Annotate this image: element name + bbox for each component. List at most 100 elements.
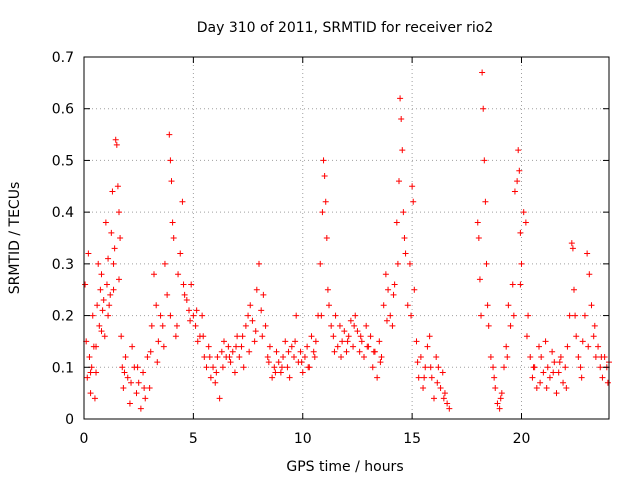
data-point bbox=[177, 250, 184, 257]
data-point bbox=[571, 286, 577, 293]
data-point bbox=[200, 333, 207, 340]
data-point bbox=[516, 167, 523, 174]
y-tick-label: 0.4 bbox=[52, 205, 74, 221]
data-point bbox=[389, 322, 396, 329]
data-point bbox=[396, 178, 402, 185]
data-point bbox=[577, 364, 584, 371]
data-point bbox=[427, 364, 434, 371]
data-point bbox=[323, 235, 330, 241]
data-point bbox=[93, 369, 100, 376]
data-point bbox=[393, 219, 400, 226]
y-tick-label: 0.7 bbox=[52, 50, 74, 66]
data-point bbox=[216, 395, 223, 402]
data-point bbox=[490, 364, 497, 371]
data-point bbox=[343, 348, 350, 355]
data-point bbox=[564, 343, 571, 350]
data-point bbox=[264, 353, 271, 360]
data-point bbox=[187, 317, 194, 324]
data-point bbox=[560, 379, 567, 386]
data-point bbox=[170, 235, 177, 241]
data-point bbox=[221, 338, 227, 345]
data-point bbox=[363, 322, 370, 329]
data-point bbox=[161, 260, 168, 267]
data-point bbox=[557, 353, 564, 360]
data-point bbox=[474, 219, 481, 226]
plot-frame bbox=[83, 56, 610, 420]
data-point bbox=[370, 348, 377, 355]
data-point bbox=[509, 281, 516, 288]
data-point bbox=[572, 312, 579, 319]
data-point bbox=[555, 369, 562, 376]
data-point bbox=[511, 188, 518, 195]
data-point bbox=[140, 369, 147, 376]
data-point bbox=[134, 364, 141, 371]
x-tick-label: 10 bbox=[294, 431, 312, 447]
data-point bbox=[310, 348, 317, 355]
y-tick-label: 0.5 bbox=[52, 153, 74, 169]
y-axis-label: SRMTID / TECUs bbox=[7, 182, 23, 295]
data-point bbox=[240, 364, 247, 371]
x-tick-label: 0 bbox=[80, 431, 89, 447]
data-point bbox=[492, 384, 499, 391]
data-point bbox=[256, 260, 262, 267]
data-point bbox=[106, 302, 113, 309]
data-point bbox=[111, 245, 118, 252]
data-point bbox=[573, 333, 580, 340]
data-point bbox=[479, 69, 486, 76]
data-point bbox=[562, 364, 569, 371]
data-point bbox=[233, 343, 240, 350]
data-point bbox=[409, 183, 416, 190]
data-point bbox=[151, 271, 157, 278]
data-point bbox=[446, 405, 453, 412]
data-point bbox=[344, 338, 351, 345]
data-point bbox=[585, 343, 592, 350]
chart-grid bbox=[84, 57, 609, 419]
data-point bbox=[128, 379, 135, 386]
data-point bbox=[231, 369, 238, 376]
data-point bbox=[207, 374, 214, 381]
data-point bbox=[401, 235, 408, 241]
data-point bbox=[356, 348, 363, 355]
data-point bbox=[312, 338, 319, 345]
data-point bbox=[369, 364, 376, 371]
data-point bbox=[292, 338, 299, 345]
data-point bbox=[537, 379, 544, 386]
data-point bbox=[385, 286, 392, 293]
data-point bbox=[383, 317, 390, 324]
data-point bbox=[397, 95, 404, 102]
data-point bbox=[266, 343, 273, 350]
data-point bbox=[109, 188, 116, 195]
data-point bbox=[137, 405, 144, 412]
data-point bbox=[86, 353, 93, 360]
y-tick-label: 0.2 bbox=[52, 309, 74, 325]
data-point bbox=[598, 353, 605, 360]
y-axis-ticks: 0 0.1 0.2 0.3 0.4 0.5 0.6 0.7 bbox=[52, 50, 609, 428]
data-point bbox=[219, 364, 226, 371]
data-point bbox=[377, 359, 384, 366]
data-point bbox=[269, 374, 276, 381]
data-point bbox=[588, 302, 595, 309]
data-point bbox=[399, 147, 406, 154]
data-point bbox=[522, 219, 529, 226]
data-point bbox=[205, 343, 212, 350]
data-point bbox=[120, 384, 127, 391]
data-point bbox=[483, 260, 490, 267]
data-point bbox=[518, 260, 525, 267]
data-point bbox=[100, 297, 107, 304]
data-point bbox=[480, 105, 487, 112]
data-point bbox=[114, 183, 121, 190]
data-point bbox=[481, 157, 488, 164]
data-point bbox=[527, 353, 534, 360]
y-tick-label: 0.1 bbox=[52, 360, 74, 376]
data-point bbox=[190, 312, 197, 319]
data-point bbox=[584, 250, 591, 257]
data-point bbox=[485, 322, 492, 329]
data-point bbox=[328, 322, 335, 329]
data-point bbox=[157, 312, 164, 319]
x-tick-label: 15 bbox=[403, 431, 421, 447]
data-point bbox=[478, 312, 485, 319]
data-point bbox=[305, 364, 312, 371]
data-point bbox=[475, 235, 482, 241]
data-point bbox=[147, 348, 154, 355]
data-point bbox=[421, 374, 428, 381]
